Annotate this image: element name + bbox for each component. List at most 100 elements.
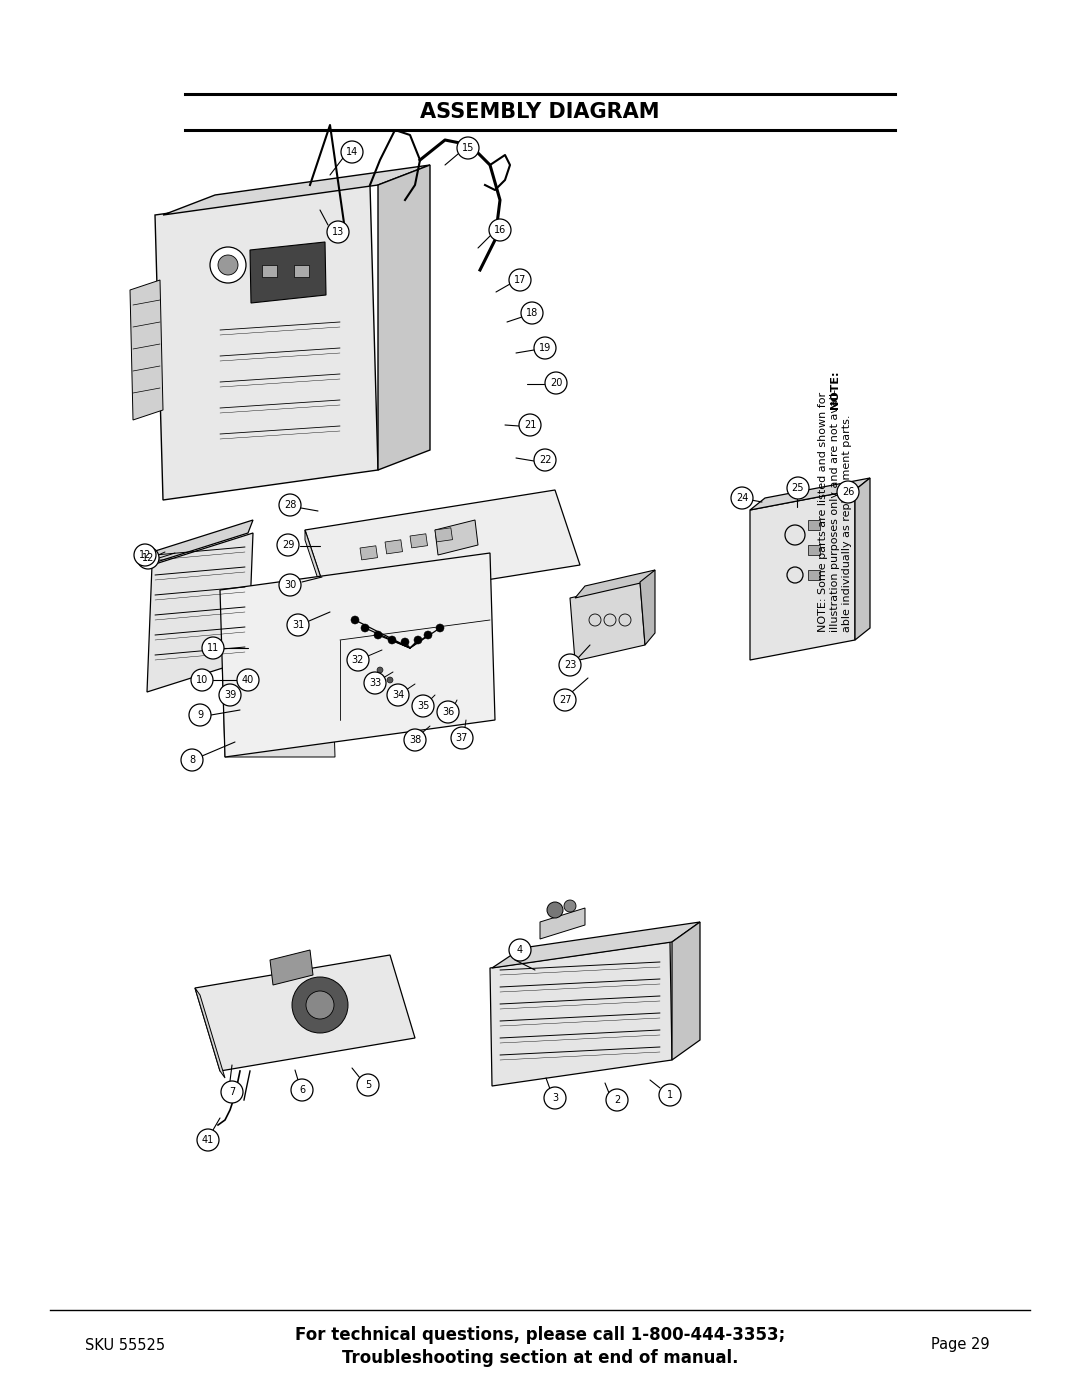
Circle shape [279,574,301,597]
Circle shape [545,372,567,394]
Circle shape [219,685,241,705]
Circle shape [347,650,369,671]
Circle shape [218,256,238,275]
Circle shape [364,672,386,694]
Text: 7: 7 [229,1087,235,1097]
Circle shape [134,543,156,566]
Circle shape [276,534,299,556]
Text: 25: 25 [792,483,805,493]
Circle shape [787,476,809,499]
Circle shape [437,701,459,724]
Text: 35: 35 [417,701,429,711]
Circle shape [837,481,859,503]
Text: 17: 17 [514,275,526,285]
Polygon shape [147,534,253,692]
Text: 23: 23 [564,659,577,671]
Circle shape [387,685,409,705]
Bar [808,570,820,580]
Bar [808,545,820,555]
Text: 14: 14 [346,147,359,156]
Circle shape [606,1090,627,1111]
Circle shape [544,1087,566,1109]
Polygon shape [220,590,335,757]
Circle shape [357,1074,379,1097]
Circle shape [327,221,349,243]
Circle shape [137,548,159,569]
Circle shape [509,939,531,961]
Circle shape [306,990,334,1018]
Text: 31: 31 [292,620,305,630]
Text: 15: 15 [462,142,474,154]
Text: 39: 39 [224,690,237,700]
Circle shape [287,615,309,636]
Text: 37: 37 [456,733,469,743]
Polygon shape [570,583,645,661]
Polygon shape [305,490,580,605]
Circle shape [387,678,393,683]
Circle shape [374,631,382,638]
Polygon shape [130,279,163,420]
Text: 20: 20 [550,379,563,388]
Polygon shape [750,490,855,659]
Circle shape [202,637,224,659]
Text: Page 29: Page 29 [931,1337,990,1352]
Text: NOTE: Some parts are listed and shown for
illustration purposes only and are not: NOTE: Some parts are listed and shown fo… [819,388,852,631]
Polygon shape [195,956,415,1071]
Polygon shape [163,165,430,215]
Polygon shape [249,242,326,303]
Text: 12: 12 [141,553,154,563]
Polygon shape [750,478,870,510]
Bar [360,546,378,560]
Polygon shape [435,520,478,555]
Polygon shape [575,570,654,598]
Circle shape [197,1129,219,1151]
Polygon shape [220,553,495,757]
Polygon shape [540,908,585,939]
Polygon shape [156,184,378,500]
Text: 9: 9 [197,710,203,719]
Polygon shape [490,942,672,1085]
Circle shape [411,694,434,717]
Circle shape [731,488,753,509]
Circle shape [210,247,246,284]
Text: 19: 19 [539,344,551,353]
Circle shape [554,689,576,711]
Polygon shape [640,570,654,645]
Circle shape [351,616,359,624]
Circle shape [341,141,363,163]
Text: 36: 36 [442,707,454,717]
Circle shape [564,900,576,912]
Circle shape [189,704,211,726]
Circle shape [521,302,543,324]
Text: 40: 40 [242,675,254,685]
Text: 38: 38 [409,735,421,745]
Circle shape [534,448,556,471]
Circle shape [221,1081,243,1104]
Text: 24: 24 [735,493,748,503]
Circle shape [292,977,348,1032]
Text: 12: 12 [139,550,151,560]
Text: 3: 3 [552,1092,558,1104]
Polygon shape [270,950,313,985]
Circle shape [457,137,480,159]
Text: 26: 26 [841,488,854,497]
Text: 11: 11 [207,643,219,652]
Text: 22: 22 [539,455,551,465]
Text: 33: 33 [369,678,381,687]
Circle shape [291,1078,313,1101]
Text: 28: 28 [284,500,296,510]
Text: 6: 6 [299,1085,305,1095]
Text: 5: 5 [365,1080,372,1090]
Circle shape [414,636,422,644]
Bar [808,520,820,529]
Text: 29: 29 [282,541,294,550]
Text: NOTE:: NOTE: [831,370,840,409]
Text: 27: 27 [558,694,571,705]
Circle shape [546,902,563,918]
Text: 8: 8 [189,754,195,766]
Circle shape [191,669,213,692]
Text: 41: 41 [202,1134,214,1146]
Text: SKU 55525: SKU 55525 [85,1337,165,1352]
Polygon shape [147,520,253,564]
Circle shape [509,270,531,291]
